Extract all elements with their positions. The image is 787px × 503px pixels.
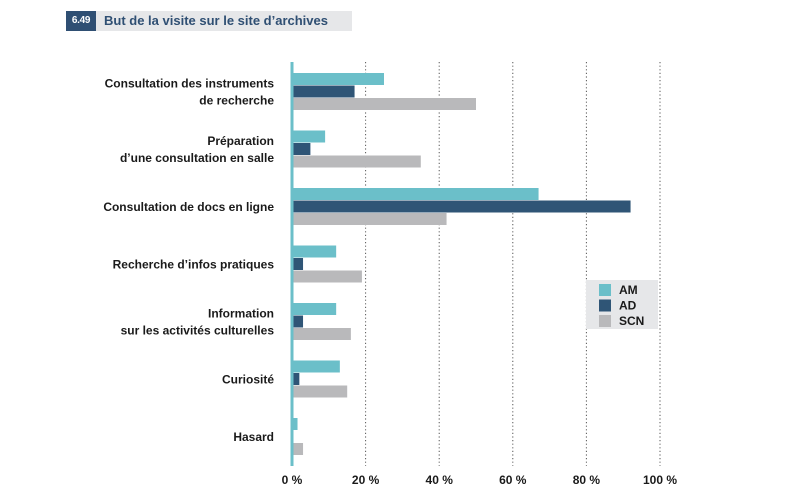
- legend-swatch-scn: [599, 315, 611, 327]
- figure-number-badge: 6.49: [66, 11, 96, 31]
- bar-ad-4: [292, 315, 304, 328]
- bar-ad-2: [292, 200, 631, 213]
- bar-am-3: [292, 245, 337, 258]
- legend-label-am: AM: [619, 283, 638, 297]
- legend-label-ad: AD: [619, 299, 637, 313]
- category-label-1-1: d’une consultation en salle: [120, 151, 274, 165]
- bars-group: [290, 62, 631, 466]
- category-label-0-1: de recherche: [199, 93, 274, 107]
- x-tick-labels: 0 % 20 % 40 % 60 % 80 % 100 %: [282, 473, 678, 487]
- x-tick-label-0: 0 %: [282, 473, 303, 487]
- grid-lines: [365, 62, 661, 466]
- category-label-5-0: Curiosité: [222, 372, 274, 386]
- x-tick-label-80: 80 %: [573, 473, 601, 487]
- legend-box: [586, 280, 658, 329]
- bar-am-2: [292, 188, 539, 200]
- bar-scn-2: [292, 213, 447, 225]
- bar-am-5: [292, 360, 340, 373]
- bar-am-6: [292, 418, 298, 430]
- figure-title: But de la visite sur le site d’archives: [104, 13, 328, 28]
- figure-header: [66, 11, 352, 31]
- legend-swatch-am: [599, 284, 611, 296]
- bar-ad-0: [292, 85, 355, 98]
- bar-scn-6: [292, 443, 304, 455]
- x-tick-label-20: 20 %: [352, 473, 380, 487]
- category-label-1-0: Préparation: [207, 134, 274, 148]
- legend-swatch-ad: [599, 299, 611, 312]
- x-tick-label-100: 100 %: [643, 473, 677, 487]
- bar-ad-5: [292, 373, 300, 385]
- legend-label-scn: SCN: [619, 314, 644, 328]
- bar-scn-1: [292, 155, 421, 168]
- bar-ad-3: [292, 258, 304, 270]
- x-tick-label-40: 40 %: [426, 473, 454, 487]
- x-tick-label-60: 60 %: [499, 473, 527, 487]
- category-label-0-0: Consultation des instruments: [105, 76, 275, 90]
- bar-scn-0: [292, 98, 476, 110]
- bar-am-1: [292, 130, 326, 143]
- category-label-4-1: sur les activités culturelles: [121, 323, 275, 337]
- category-label-6-0: Hasard: [233, 430, 274, 444]
- bar-am-0: [292, 73, 384, 85]
- bar-scn-3: [292, 270, 362, 283]
- bar-scn-5: [292, 385, 348, 398]
- category-label-2-0: Consultation de docs en ligne: [103, 200, 274, 214]
- category-labels: Consultation des instruments de recherche…: [103, 76, 274, 444]
- category-label-3-0: Recherche d’infos pratiques: [113, 257, 275, 271]
- bar-ad-1: [292, 143, 311, 155]
- bar-am-4: [292, 303, 337, 315]
- bar-scn-4: [292, 328, 351, 340]
- category-label-4-0: Information: [208, 306, 274, 320]
